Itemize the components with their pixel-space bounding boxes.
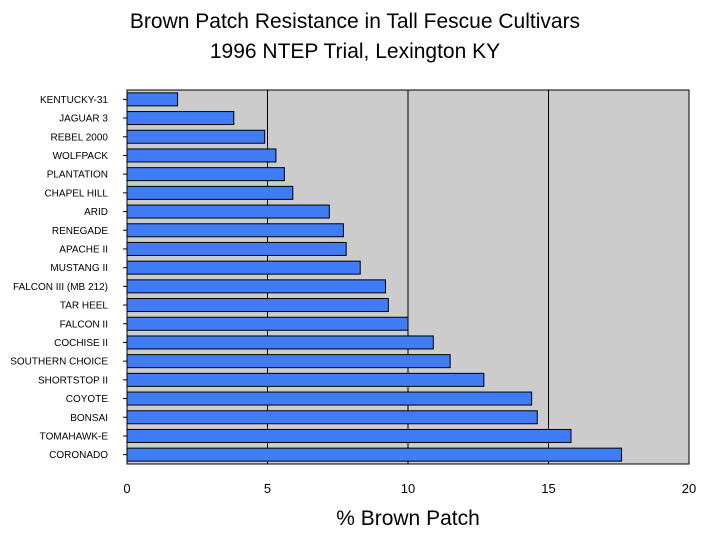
x-axis-title: % Brown Patch <box>336 507 480 530</box>
bar <box>126 241 347 256</box>
category-label: CORONADO <box>49 450 108 461</box>
bar <box>126 223 344 238</box>
x-tick-label: 15 <box>541 481 555 496</box>
category-label: WOLFPACK <box>53 151 109 162</box>
bar <box>126 391 533 406</box>
category-label: FALCON II <box>60 319 108 330</box>
category-label: REBEL 2000 <box>51 132 109 143</box>
category-label: FALCON III (MB 212) <box>13 282 108 293</box>
bar <box>126 204 330 219</box>
category-label: COYOTE <box>66 394 109 405</box>
category-label: PLANTATION <box>47 170 108 181</box>
bar <box>126 148 277 163</box>
bar <box>126 279 387 294</box>
category-label: MUSTANG II <box>50 263 108 274</box>
category-label: JAGUAR 3 <box>59 114 108 125</box>
bar <box>126 185 294 200</box>
bars <box>126 92 623 462</box>
bar <box>126 111 235 126</box>
category-label: TAR HEEL <box>60 301 109 312</box>
category-label: ARID <box>84 207 108 218</box>
category-label: APACHE II <box>59 244 108 255</box>
x-tick-label: 10 <box>401 481 415 496</box>
bar <box>126 428 572 443</box>
category-label: TOMAHAWK-E <box>40 431 109 442</box>
chart-subtitle: 1996 NTEP Trial, Lexington KY <box>210 40 500 63</box>
bar <box>126 335 434 350</box>
x-tick-labels: 0 5 10 15 20 <box>123 481 696 496</box>
bar <box>126 167 285 182</box>
category-label: KENTUCKY-31 <box>40 95 108 106</box>
chart-title: Brown Patch Resistance in Tall Fescue Cu… <box>130 10 580 33</box>
bar <box>126 372 485 387</box>
x-tick-label: 5 <box>264 481 271 496</box>
category-label: COCHISE II <box>54 338 108 349</box>
bar <box>126 447 623 462</box>
category-label: SHORTSTOP II <box>38 375 108 386</box>
bar <box>126 129 266 144</box>
bar <box>126 410 538 425</box>
bar <box>126 298 389 313</box>
bar <box>126 92 179 107</box>
category-label: CHAPEL HILL <box>44 188 108 199</box>
bar <box>126 260 361 275</box>
category-label: BONSAI <box>70 413 108 424</box>
bar <box>126 354 451 369</box>
category-label: RENEGADE <box>52 226 108 237</box>
category-label: SOUTHERN CHOICE <box>10 357 108 368</box>
x-tick-label: 20 <box>682 481 696 496</box>
x-tick-label: 0 <box>123 481 130 496</box>
bar <box>126 316 409 331</box>
category-labels: KENTUCKY-31 JAGUAR 3 REBEL 2000 WOLFPACK PLA… <box>10 95 127 461</box>
